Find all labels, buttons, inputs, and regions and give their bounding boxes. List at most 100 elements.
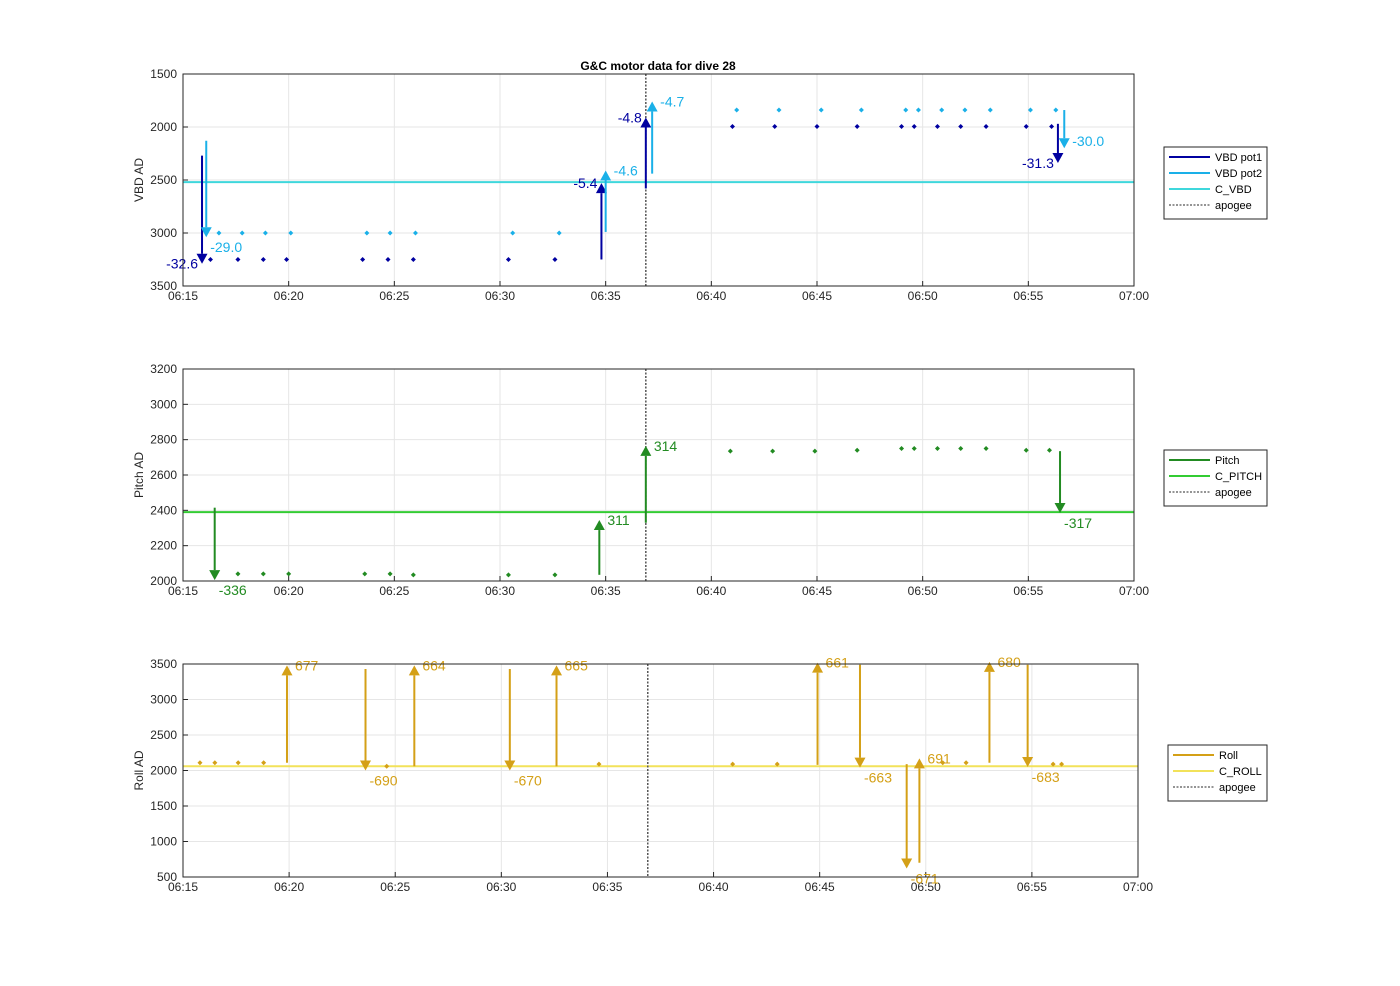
y-axis-label: Roll AD (132, 750, 146, 790)
x-tick-label: 06:20 (274, 584, 304, 598)
y-tick-label: 3500 (150, 279, 177, 293)
data-point-roll (197, 760, 203, 766)
move-arrow-head (1052, 153, 1064, 164)
move-arrow-label: 314 (654, 438, 678, 454)
data-point-vbd-pot2 (510, 230, 516, 236)
move-arrow-head (913, 758, 925, 769)
move-arrow-head (854, 757, 866, 768)
data-point-vbd-pot1 (360, 257, 366, 262)
move-arrow-label: -670 (514, 773, 542, 789)
data-point-vbd-pot2 (556, 230, 562, 236)
move-arrow-head (640, 445, 652, 456)
y-tick-label: 3200 (150, 362, 177, 376)
data-point-vbd-pot2 (776, 107, 782, 113)
data-point-roll (963, 760, 969, 766)
x-tick-label: 06:45 (802, 289, 832, 303)
chart-panel-1: 06:15 06:20 06:25 06:30 06:35 06:40 06:45 06:50… (132, 67, 1268, 303)
data-point-vbd-pot1 (958, 123, 964, 129)
data-point-pitch (983, 446, 989, 451)
data-point-roll (596, 761, 602, 767)
data-point-pitch (911, 446, 917, 451)
move-arrow-label: -29.0 (210, 239, 242, 255)
data-point-roll (730, 761, 736, 767)
data-point-vbd-pot1 (934, 123, 940, 129)
x-tick-label: 06:15 (168, 584, 198, 598)
move-arrow-head (281, 665, 293, 676)
x-tick-label: 06:30 (485, 289, 515, 303)
legend-label: Pitch (1215, 455, 1239, 467)
x-tick-label: 06:25 (380, 880, 410, 894)
move-arrow-label: 661 (826, 655, 850, 671)
data-point-vbd-pot1 (1049, 123, 1055, 129)
legend-label: apogee (1215, 487, 1252, 499)
move-arrow-head (209, 570, 221, 581)
data-point-vbd-pot1 (729, 123, 735, 129)
legend-label: VBD pot1 (1215, 152, 1262, 164)
move-arrow-label: -317 (1064, 515, 1092, 531)
data-point-roll (774, 761, 780, 767)
move-arrow-head (983, 661, 995, 672)
x-tick-label: 07:00 (1119, 584, 1149, 598)
data-point-vbd-pot1 (911, 123, 917, 129)
x-tick-label: 06:40 (696, 584, 726, 598)
data-point-pitch (899, 446, 905, 451)
legend-box (1163, 146, 1268, 220)
move-arrow-head (360, 760, 372, 771)
data-point-vbd-pot1 (505, 257, 511, 262)
chart-panel-2: 06:15 06:20 06:25 06:30 06:35 06:40 06:45 06:50… (132, 362, 1268, 598)
y-tick-label: 3000 (150, 226, 177, 240)
data-point-pitch (1023, 447, 1029, 453)
x-tick-label: 06:35 (592, 880, 622, 894)
move-arrow-head (812, 662, 824, 673)
move-arrow-label: 311 (607, 512, 630, 528)
data-point-pitch (505, 572, 511, 578)
x-tick-label: 06:50 (908, 289, 938, 303)
data-point-vbd-pot2 (1027, 107, 1033, 113)
move-arrow-head (593, 520, 605, 531)
data-point-vbd-pot1 (854, 123, 860, 129)
data-point-vbd-pot1 (385, 257, 391, 262)
data-point-vbd-pot1 (772, 123, 778, 129)
y-tick-label: 1500 (150, 799, 177, 813)
data-point-vbd-pot2 (858, 107, 864, 113)
move-arrow-head (1054, 502, 1066, 513)
data-point-roll (1050, 761, 1056, 767)
data-point-vbd-pot2 (962, 107, 968, 113)
data-point-vbd-pot1 (1023, 123, 1029, 129)
data-point-pitch (727, 448, 733, 454)
x-tick-label: 06:45 (802, 584, 832, 598)
data-point-vbd-pot1 (552, 257, 558, 262)
x-tick-label: 06:25 (379, 289, 409, 303)
move-arrow-head (1022, 756, 1034, 767)
legend-label: C_VBD (1215, 184, 1252, 196)
data-point-vbd-pot1 (814, 123, 820, 129)
data-point-pitch (812, 448, 818, 454)
move-arrow-head (551, 665, 563, 676)
y-tick-label: 3500 (150, 657, 177, 671)
data-point-pitch (235, 571, 241, 577)
move-arrow-head (600, 170, 612, 181)
data-point-vbd-pot1 (284, 257, 290, 262)
x-tick-label: 06:55 (1013, 584, 1043, 598)
data-point-pitch (410, 572, 416, 578)
data-point-pitch (958, 446, 964, 451)
data-point-vbd-pot2 (288, 230, 294, 236)
move-arrow-head (646, 101, 658, 112)
move-arrow-head (504, 760, 516, 771)
data-point-vbd-pot2 (818, 107, 824, 113)
data-point-roll (384, 763, 390, 769)
plot-frame (182, 368, 1135, 582)
legend-label: C_PITCH (1215, 471, 1262, 483)
y-tick-label: 2000 (150, 764, 177, 778)
x-tick-label: 06:30 (485, 584, 515, 598)
data-point-roll (235, 760, 241, 766)
data-point-vbd-pot1 (983, 123, 989, 129)
plot-frame (182, 73, 1135, 287)
y-tick-label: 2000 (150, 120, 177, 134)
charts-layer: 06:15 06:20 06:25 06:30 06:35 06:40 06:45 06:50… (132, 67, 1268, 894)
figure-title: G&C motor data for dive 28 (580, 59, 736, 73)
x-tick-label: 06:20 (274, 289, 304, 303)
y-tick-label: 1500 (150, 67, 177, 81)
